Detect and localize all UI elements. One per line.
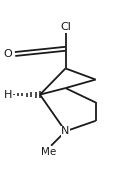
Text: Cl: Cl [60,22,71,32]
Text: N: N [61,126,70,136]
Text: Me: Me [41,147,56,157]
Text: H: H [4,90,12,100]
Text: O: O [4,49,12,59]
